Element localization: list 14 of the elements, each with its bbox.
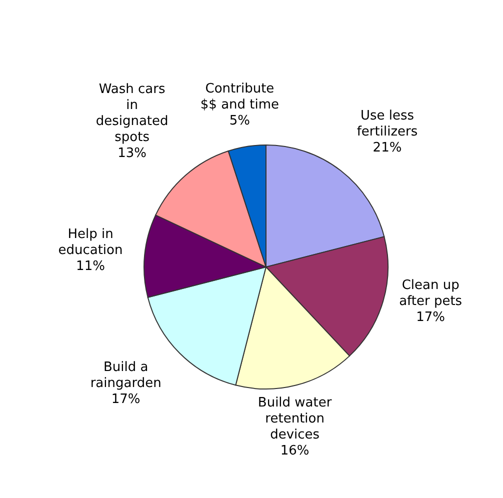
data-label: 13% [118, 146, 147, 161]
data-label: 21% [372, 140, 402, 156]
data-label: 17% [111, 392, 140, 408]
data-label: 11% [76, 259, 105, 274]
data-label: 5% [229, 114, 250, 129]
slice-label: Build a raingarden [90, 360, 162, 392]
slice-label: Wash cars in designated spots [96, 82, 168, 145]
slice-label: Contribute $$ and time [200, 82, 280, 113]
data-label: 17% [416, 310, 446, 325]
slice-label: Build water retention devices [258, 396, 332, 443]
data-label: 16% [280, 444, 310, 459]
slice-label: Help in education [58, 227, 123, 258]
slice-label: Use less fertilizers [356, 108, 418, 140]
slice-label: Clean up after pets [399, 278, 462, 309]
